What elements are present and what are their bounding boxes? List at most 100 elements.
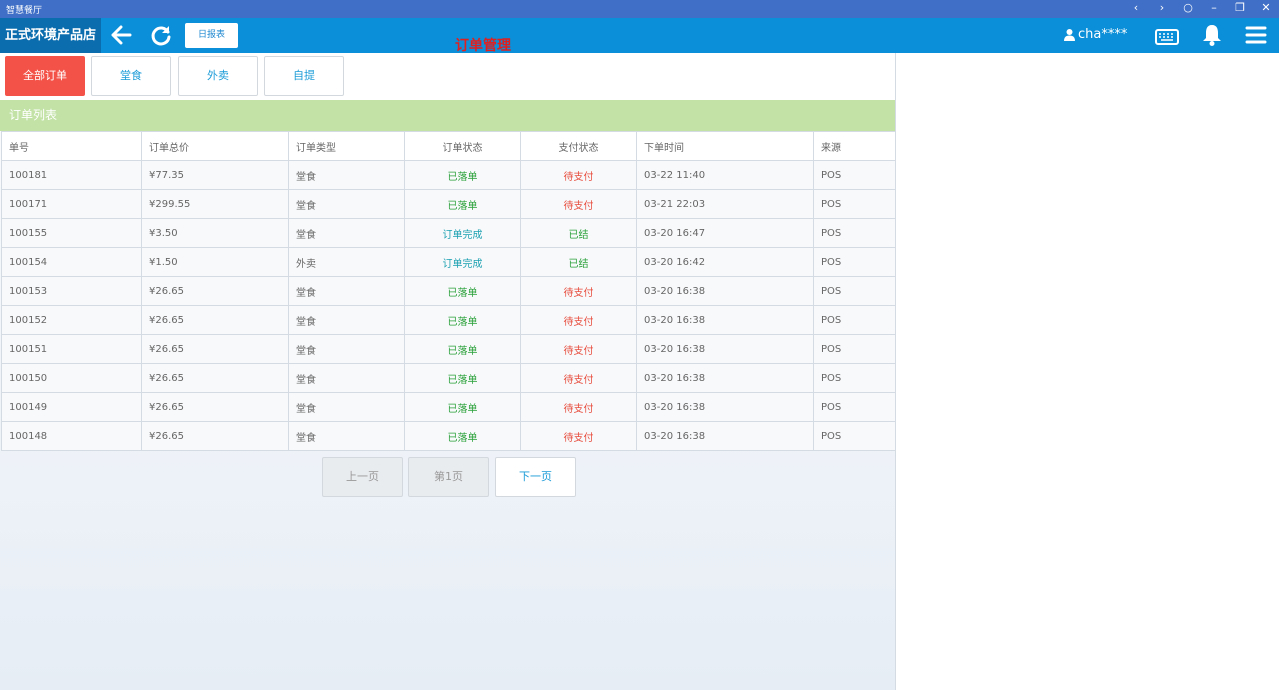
order-panel: 全部订单 堂食 外卖 自提 订单列表 单号 订单总价 订单类型 订单状态 支付状… bbox=[0, 53, 896, 690]
order-type: 堂食 bbox=[288, 363, 405, 393]
order-no: 100149 bbox=[1, 392, 142, 422]
order-time: 03-22 11:40 bbox=[636, 160, 814, 190]
table-row[interactable]: 100155 ¥3.50 堂食 订单完成 已结 03-20 16:47 POS bbox=[1, 218, 896, 248]
table-row[interactable]: 100153 ¥26.65 堂食 已落单 待支付 03-20 16:38 POS bbox=[1, 276, 896, 306]
order-time: 03-20 16:38 bbox=[636, 334, 814, 364]
order-type: 堂食 bbox=[288, 276, 405, 306]
pay-status: 待支付 bbox=[520, 305, 637, 335]
next-page-button[interactable]: 下一页 bbox=[495, 457, 576, 497]
table-row[interactable]: 100154 ¥1.50 外卖 订单完成 已结 03-20 16:42 POS bbox=[1, 247, 896, 277]
order-status: 已落单 bbox=[404, 160, 521, 190]
order-status: 已落单 bbox=[404, 334, 521, 364]
pay-status: 待支付 bbox=[520, 421, 637, 451]
order-time: 03-20 16:38 bbox=[636, 305, 814, 335]
reload-icon[interactable]: ○ bbox=[1183, 1, 1193, 14]
order-total: ¥77.35 bbox=[141, 160, 289, 190]
table-header-row: 单号 订单总价 订单类型 订单状态 支付状态 下单时间 来源 bbox=[1, 131, 896, 161]
user-name: cha**** bbox=[1078, 27, 1128, 42]
pay-status: 待支付 bbox=[520, 392, 637, 422]
order-no: 100153 bbox=[1, 276, 142, 306]
order-no: 100148 bbox=[1, 421, 142, 451]
order-time: 03-20 16:38 bbox=[636, 392, 814, 422]
column-header-time: 下单时间 bbox=[636, 131, 814, 161]
order-no: 100150 bbox=[1, 363, 142, 393]
table-row[interactable]: 100152 ¥26.65 堂食 已落单 待支付 03-20 16:38 POS bbox=[1, 305, 896, 335]
current-page-indicator: 第1页 bbox=[408, 457, 489, 497]
order-source: POS bbox=[813, 276, 896, 306]
order-no: 100171 bbox=[1, 189, 142, 219]
order-no: 100152 bbox=[1, 305, 142, 335]
pay-status: 待支付 bbox=[520, 160, 637, 190]
table-row[interactable]: 100150 ¥26.65 堂食 已落单 待支付 03-20 16:38 POS bbox=[1, 363, 896, 393]
order-source: POS bbox=[813, 160, 896, 190]
restore-icon[interactable]: ❐ bbox=[1235, 1, 1245, 14]
column-header-source: 来源 bbox=[813, 131, 896, 161]
order-type: 堂食 bbox=[288, 189, 405, 219]
order-type: 外卖 bbox=[288, 247, 405, 277]
nav-back-icon[interactable]: ‹ bbox=[1133, 1, 1139, 14]
order-type: 堂食 bbox=[288, 305, 405, 335]
pay-status: 待支付 bbox=[520, 276, 637, 306]
content-area: 全部订单 堂食 外卖 自提 订单列表 单号 订单总价 订单类型 订单状态 支付状… bbox=[0, 53, 1279, 690]
window-titlebar: 智慧餐厅 ‹ › ○ – ❐ ✕ bbox=[0, 0, 1279, 18]
menu-icon[interactable] bbox=[1244, 23, 1268, 47]
order-status: 已落单 bbox=[404, 363, 521, 393]
window-controls: ‹ › ○ – ❐ ✕ bbox=[1123, 0, 1279, 18]
filter-all-orders[interactable]: 全部订单 bbox=[5, 56, 85, 96]
order-type: 堂食 bbox=[288, 421, 405, 451]
order-source: POS bbox=[813, 305, 896, 335]
order-total: ¥26.65 bbox=[141, 334, 289, 364]
table-row[interactable]: 100151 ¥26.65 堂食 已落单 待支付 03-20 16:38 POS bbox=[1, 334, 896, 364]
user-account[interactable]: cha**** bbox=[1064, 27, 1127, 42]
daily-report-button[interactable]: 日报表 bbox=[185, 23, 238, 48]
table-row[interactable]: 100181 ¥77.35 堂食 已落单 待支付 03-22 11:40 POS bbox=[1, 160, 896, 190]
order-status: 已落单 bbox=[404, 189, 521, 219]
refresh-icon[interactable] bbox=[149, 23, 173, 47]
order-total: ¥1.50 bbox=[141, 247, 289, 277]
minimize-icon[interactable]: – bbox=[1211, 1, 1217, 14]
order-status: 订单完成 bbox=[404, 247, 521, 277]
order-time: 03-20 16:38 bbox=[636, 421, 814, 451]
column-header-order-no: 单号 bbox=[1, 131, 142, 161]
order-table: 单号 订单总价 订单类型 订单状态 支付状态 下单时间 来源 100181 ¥7… bbox=[1, 131, 896, 451]
column-header-total: 订单总价 bbox=[141, 131, 289, 161]
column-header-order-status: 订单状态 bbox=[404, 131, 521, 161]
pay-status: 已结 bbox=[520, 218, 637, 248]
order-source: POS bbox=[813, 363, 896, 393]
order-total: ¥26.65 bbox=[141, 276, 289, 306]
order-source: POS bbox=[813, 421, 896, 451]
order-total: ¥26.65 bbox=[141, 305, 289, 335]
table-row[interactable]: 100171 ¥299.55 堂食 已落单 待支付 03-21 22:03 PO… bbox=[1, 189, 896, 219]
order-status: 已落单 bbox=[404, 392, 521, 422]
close-icon[interactable]: ✕ bbox=[1261, 1, 1271, 14]
table-row[interactable]: 100148 ¥26.65 堂食 已落单 待支付 03-20 16:38 POS bbox=[1, 421, 896, 451]
order-no: 100154 bbox=[1, 247, 142, 277]
order-status: 订单完成 bbox=[404, 218, 521, 248]
order-list-title: 订单列表 bbox=[0, 100, 895, 131]
order-total: ¥3.50 bbox=[141, 218, 289, 248]
filter-takeout[interactable]: 外卖 bbox=[178, 56, 258, 96]
order-time: 03-20 16:38 bbox=[636, 363, 814, 393]
order-total: ¥26.65 bbox=[141, 392, 289, 422]
table-row[interactable]: 100149 ¥26.65 堂食 已落单 待支付 03-20 16:38 POS bbox=[1, 392, 896, 422]
column-header-pay-status: 支付状态 bbox=[520, 131, 637, 161]
bell-icon[interactable] bbox=[1200, 23, 1224, 47]
order-source: POS bbox=[813, 392, 896, 422]
prev-page-button[interactable]: 上一页 bbox=[322, 457, 403, 497]
filter-dine-in[interactable]: 堂食 bbox=[91, 56, 171, 96]
order-type: 堂食 bbox=[288, 218, 405, 248]
arrow-left-icon[interactable] bbox=[109, 23, 133, 47]
nav-forward-icon[interactable]: › bbox=[1159, 1, 1165, 14]
order-status: 已落单 bbox=[404, 276, 521, 306]
filter-pickup[interactable]: 自提 bbox=[264, 56, 344, 96]
order-time: 03-20 16:42 bbox=[636, 247, 814, 277]
order-time: 03-20 16:47 bbox=[636, 218, 814, 248]
order-total: ¥26.65 bbox=[141, 421, 289, 451]
order-no: 100181 bbox=[1, 160, 142, 190]
app-header: 正式环境产品店 日报表 订单管理 cha**** bbox=[0, 18, 1279, 54]
column-header-type: 订单类型 bbox=[288, 131, 405, 161]
keyboard-icon[interactable] bbox=[1155, 25, 1179, 49]
order-total: ¥299.55 bbox=[141, 189, 289, 219]
order-source: POS bbox=[813, 218, 896, 248]
user-icon bbox=[1064, 28, 1075, 41]
